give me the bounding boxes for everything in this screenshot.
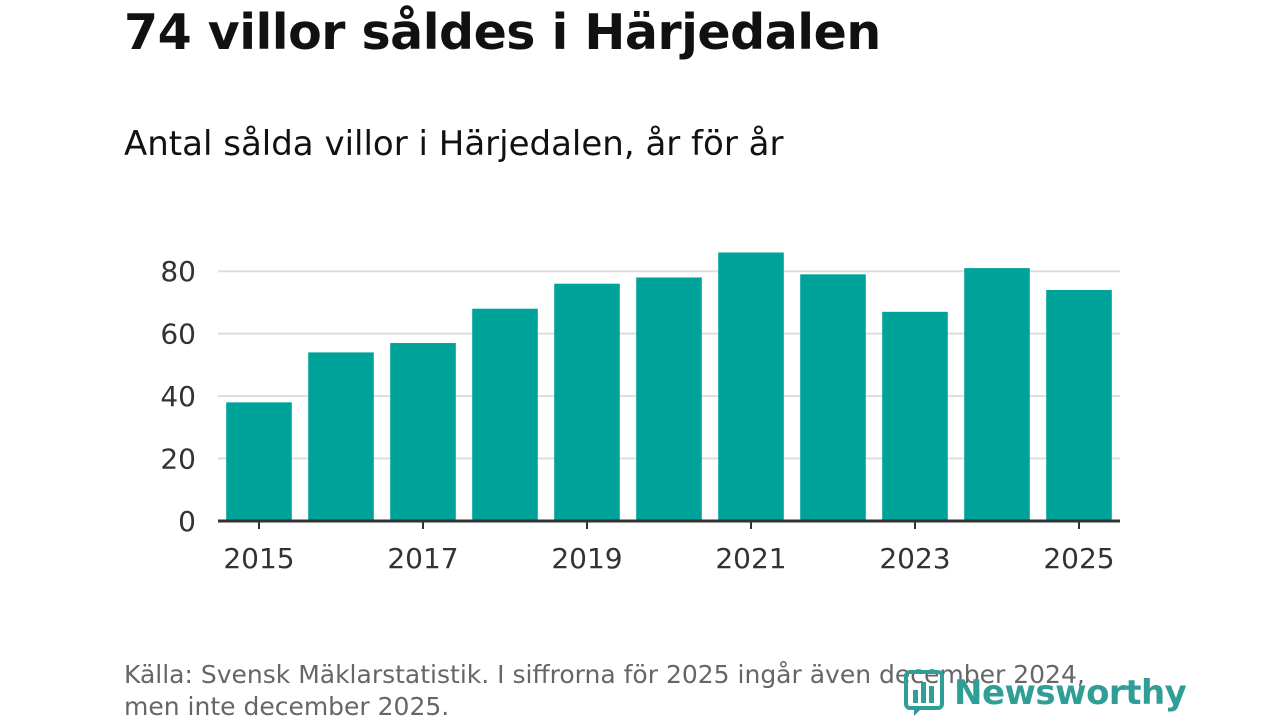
- x-tick-label: 2019: [551, 542, 622, 575]
- x-tick-label: 2017: [387, 542, 458, 575]
- chart-subtitle: Antal sålda villor i Härjedalen, år för …: [124, 124, 784, 164]
- bar-2024: [964, 268, 1030, 521]
- bars: [226, 252, 1112, 521]
- bar-chart-logo-icon: [904, 670, 944, 716]
- chart-title: 74 villor såldes i Härjedalen: [124, 4, 881, 61]
- y-axis-labels: 0 20 40 60 80: [160, 255, 196, 538]
- y-tick-label: 20: [160, 443, 196, 476]
- bar-2016: [308, 352, 374, 521]
- source-note: Källa: Svensk Mäklarstatistik. I siffror…: [124, 660, 1085, 721]
- bar-2018: [472, 308, 538, 521]
- brand-name: Newsworthy: [954, 673, 1187, 713]
- y-tick-label: 40: [160, 380, 196, 413]
- newsworthy-logo: Newsworthy: [904, 668, 1187, 718]
- x-tick-label: 2023: [879, 542, 950, 575]
- bar-2015: [226, 402, 292, 521]
- x-tick-label: 2025: [1043, 542, 1114, 575]
- x-axis-ticks: 2015 2017 2019 2021 2023 2025: [223, 521, 1115, 575]
- y-tick-label: 60: [160, 318, 196, 351]
- bar-chart: 2015 2017 2019 2021 2023 2025 0 20 40 60 80: [160, 252, 1120, 575]
- bar-2025: [1046, 289, 1112, 521]
- bar-2021: [718, 252, 784, 521]
- bar-2022: [800, 274, 866, 521]
- x-tick-label: 2015: [223, 542, 294, 575]
- y-tick-label: 80: [160, 255, 196, 288]
- bar-2019: [554, 283, 620, 521]
- y-tick-label: 0: [178, 505, 196, 538]
- bar-2017: [390, 343, 456, 521]
- bar-2020: [636, 277, 702, 521]
- bar-2023: [882, 311, 948, 521]
- x-tick-label: 2021: [715, 542, 786, 575]
